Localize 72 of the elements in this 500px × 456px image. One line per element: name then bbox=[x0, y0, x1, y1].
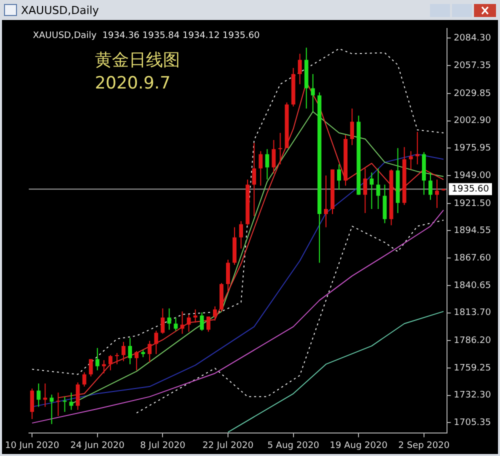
candlestick bbox=[102, 360, 106, 374]
candlestick bbox=[56, 392, 60, 416]
y-tick-label: 2002.90 bbox=[454, 116, 492, 126]
y-tick-label: 1732.30 bbox=[454, 390, 492, 401]
candlestick bbox=[36, 382, 41, 408]
y-tick-label: 1921.50 bbox=[454, 198, 492, 209]
y-tick-label: 1894.55 bbox=[454, 226, 491, 236]
candlestick bbox=[265, 148, 270, 180]
candlestick bbox=[435, 179, 439, 208]
candlestick bbox=[88, 358, 93, 377]
line-series bbox=[136, 220, 444, 414]
x-tick-label: 24 Jun 2020 bbox=[70, 440, 125, 451]
candlestick bbox=[128, 337, 132, 365]
x-tick-label: 22 Jul 2020 bbox=[202, 440, 254, 451]
candlestick bbox=[108, 354, 112, 371]
candlestick bbox=[200, 312, 204, 332]
y-tick-label: 2084.30 bbox=[454, 34, 492, 44]
candlestick bbox=[76, 382, 80, 410]
y-tick-label: 2057.35 bbox=[454, 60, 491, 71]
candlestick bbox=[30, 388, 34, 420]
y-tick-label: 1975.95 bbox=[454, 144, 491, 154]
candlestick bbox=[252, 142, 256, 217]
candlestick bbox=[226, 259, 230, 292]
candlestick bbox=[95, 347, 100, 371]
x-tick-label: 10 Jun 2020 bbox=[5, 440, 60, 451]
candlestick bbox=[69, 392, 74, 410]
candlestick bbox=[239, 220, 244, 250]
candlestick bbox=[43, 382, 48, 408]
candlestick bbox=[415, 131, 420, 165]
x-tick-label: 19 Aug 2020 bbox=[330, 440, 388, 451]
annotation: 黄金日线图 bbox=[94, 50, 180, 70]
candlestick bbox=[206, 316, 210, 332]
candlestick bbox=[148, 340, 152, 363]
candlestick bbox=[180, 310, 184, 334]
x-tick-label: 5 Aug 2020 bbox=[267, 440, 320, 451]
candlestick bbox=[258, 150, 263, 186]
candlestick bbox=[193, 308, 198, 324]
candlestick bbox=[428, 172, 432, 200]
chart-subtitle: XAUUSD,Daily 1934.36 1935.84 1934.12 1935.60 bbox=[32, 31, 260, 42]
candlestick bbox=[408, 150, 413, 170]
candlestick bbox=[370, 172, 374, 210]
candlestick bbox=[363, 168, 368, 214]
candlestick bbox=[376, 168, 380, 210]
x-tick-label: 8 Jul 2020 bbox=[140, 440, 186, 451]
line-series bbox=[32, 48, 444, 375]
y-tick-label: 1786.20 bbox=[454, 336, 492, 346]
candlestick bbox=[186, 314, 191, 332]
y-tick-label: 1840.65 bbox=[454, 280, 491, 291]
candlestick bbox=[350, 108, 354, 146]
chart-title: XAUUSD,Daily bbox=[21, 4, 99, 16]
y-tick-label: 1867.60 bbox=[454, 253, 492, 264]
x-tick-label: 2 Sep 2020 bbox=[398, 440, 450, 451]
candlestick bbox=[134, 350, 139, 371]
candlestick bbox=[160, 308, 165, 334]
annotation: 2020.9.7 bbox=[94, 73, 171, 94]
candlestick bbox=[310, 74, 315, 112]
candlestick bbox=[337, 164, 341, 190]
candlestick bbox=[82, 372, 86, 388]
y-tick-label: 1705.35 bbox=[454, 418, 491, 428]
ref-line-label: 1935.60 bbox=[452, 184, 490, 194]
candlestick bbox=[122, 341, 126, 362]
candlestick bbox=[298, 53, 302, 85]
candlestick bbox=[272, 140, 276, 174]
candlestick bbox=[324, 175, 328, 228]
candlestick bbox=[154, 330, 158, 355]
candlestick bbox=[50, 394, 54, 425]
y-tick-label: 1949.00 bbox=[454, 170, 492, 181]
candlestick bbox=[115, 352, 119, 365]
y-tick-label: 2029.85 bbox=[454, 88, 491, 99]
y-tick-label: 1759.25 bbox=[454, 363, 491, 374]
candlestick bbox=[212, 306, 217, 322]
y-tick-label: 1813.70 bbox=[454, 308, 492, 318]
